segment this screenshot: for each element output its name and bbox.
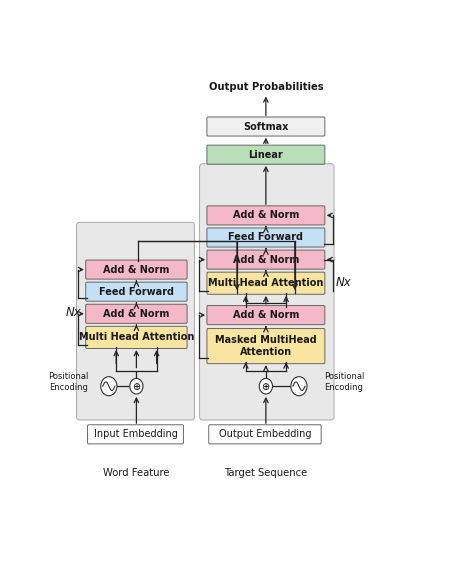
- Text: Nx: Nx: [336, 276, 352, 289]
- Text: Positional
Encoding: Positional Encoding: [324, 372, 364, 391]
- Text: Multi Head Attention: Multi Head Attention: [208, 278, 324, 288]
- Text: Linear: Linear: [248, 150, 283, 160]
- Text: Add & Norm: Add & Norm: [103, 265, 170, 275]
- FancyBboxPatch shape: [207, 306, 325, 325]
- FancyBboxPatch shape: [86, 282, 187, 301]
- FancyBboxPatch shape: [207, 228, 325, 247]
- Circle shape: [259, 378, 273, 394]
- Text: Nx: Nx: [65, 306, 81, 319]
- FancyBboxPatch shape: [200, 164, 334, 420]
- FancyBboxPatch shape: [209, 425, 321, 444]
- FancyBboxPatch shape: [207, 206, 325, 225]
- Text: Output Embedding: Output Embedding: [219, 430, 311, 439]
- Text: Feed Forward: Feed Forward: [99, 287, 174, 297]
- Text: Add & Norm: Add & Norm: [233, 254, 299, 265]
- Text: $\oplus$: $\oplus$: [132, 381, 141, 392]
- Text: Target Sequence: Target Sequence: [224, 468, 308, 478]
- FancyBboxPatch shape: [86, 327, 187, 348]
- Circle shape: [291, 377, 307, 396]
- FancyBboxPatch shape: [207, 329, 325, 364]
- Text: Add & Norm: Add & Norm: [103, 309, 170, 319]
- Text: Word Feature: Word Feature: [103, 468, 170, 478]
- Text: Add & Norm: Add & Norm: [233, 310, 299, 320]
- Text: Output Probabilities: Output Probabilities: [209, 82, 323, 92]
- FancyBboxPatch shape: [207, 145, 325, 164]
- Text: Input Embedding: Input Embedding: [93, 430, 177, 439]
- FancyBboxPatch shape: [76, 222, 194, 420]
- FancyBboxPatch shape: [207, 250, 325, 269]
- Text: Positional
Encoding: Positional Encoding: [48, 372, 89, 391]
- Text: Softmax: Softmax: [243, 122, 289, 132]
- FancyBboxPatch shape: [207, 117, 325, 136]
- FancyBboxPatch shape: [86, 304, 187, 323]
- Text: $\oplus$: $\oplus$: [261, 381, 271, 392]
- Circle shape: [130, 378, 143, 394]
- Text: Feed Forward: Feed Forward: [228, 233, 303, 243]
- Text: Multi Head Attention: Multi Head Attention: [79, 332, 194, 342]
- FancyBboxPatch shape: [88, 425, 183, 444]
- Text: Add & Norm: Add & Norm: [233, 211, 299, 220]
- Text: Masked MultiHead
Attention: Masked MultiHead Attention: [215, 336, 317, 357]
- Circle shape: [101, 377, 117, 396]
- FancyBboxPatch shape: [207, 272, 325, 294]
- FancyBboxPatch shape: [86, 260, 187, 279]
